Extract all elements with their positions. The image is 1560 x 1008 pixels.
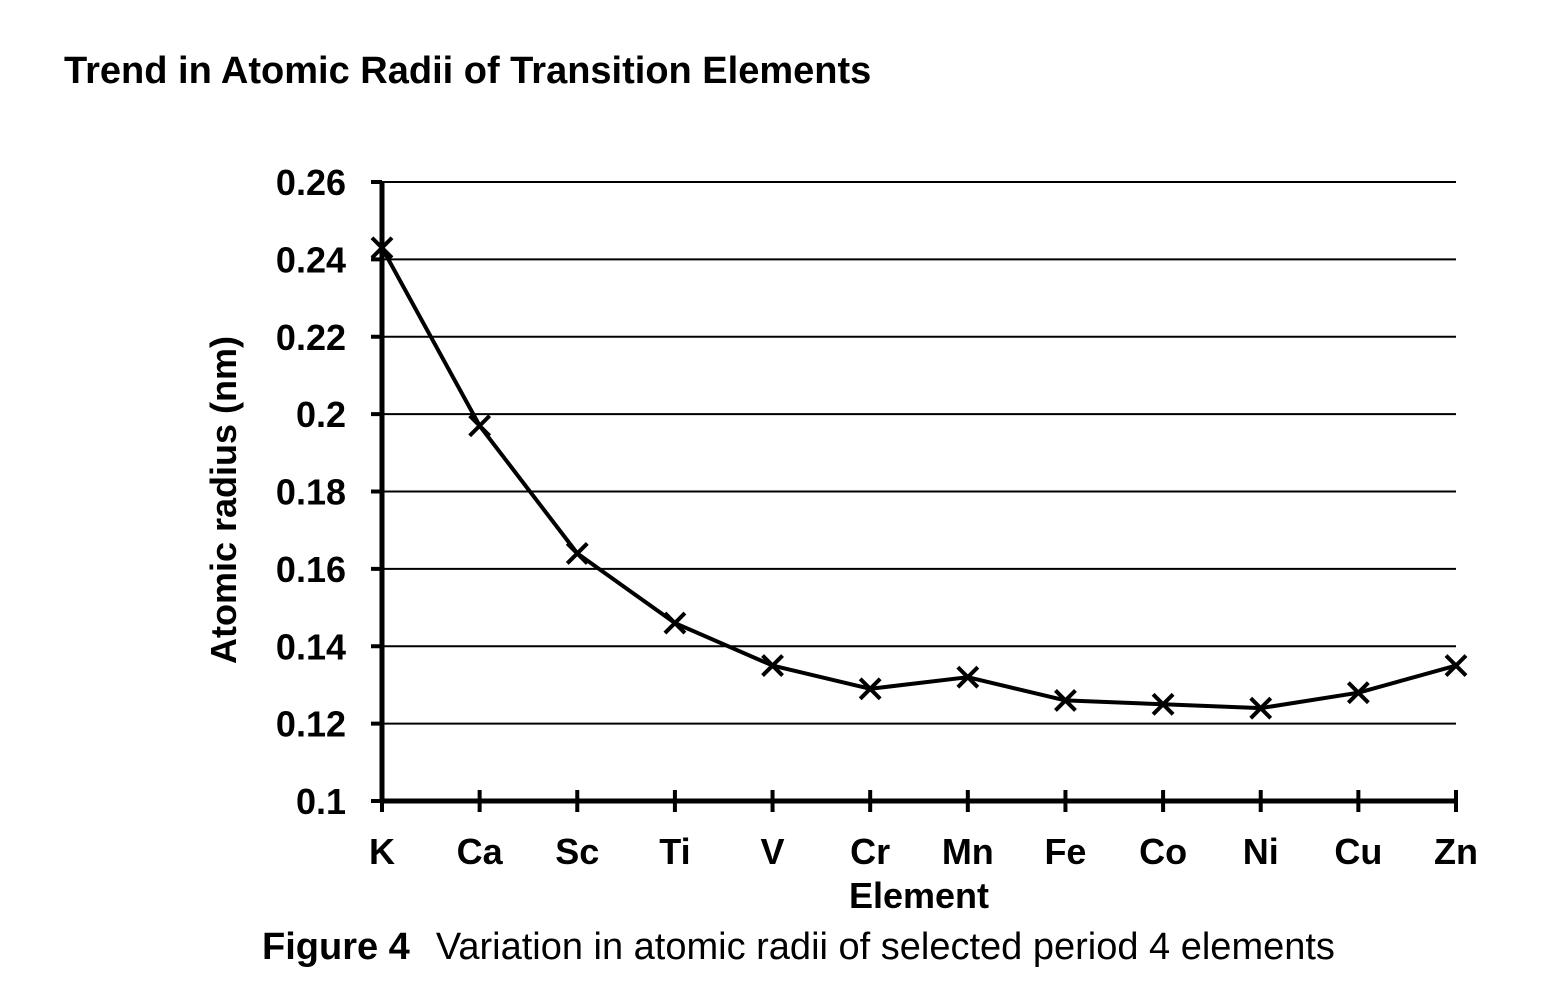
x-tick-label: K bbox=[369, 831, 395, 872]
x-axis-label: Element bbox=[849, 875, 989, 916]
x-tick-label: Ti bbox=[659, 831, 690, 872]
x-tick-label: Cu bbox=[1334, 831, 1382, 872]
x-axis-ticks: K Ca Sc Ti V Cr Mn Fe Co Ni Cu Zn bbox=[369, 790, 1478, 872]
y-tick-label: 0.16 bbox=[276, 549, 346, 590]
x-tick-label: Mn bbox=[942, 831, 994, 872]
x-marker-stroke bbox=[370, 236, 394, 260]
data-point-zn bbox=[1444, 654, 1468, 678]
x-tick-label: Cr bbox=[850, 831, 890, 872]
x-tick-label: Sc bbox=[555, 831, 599, 872]
series-line bbox=[380, 246, 1457, 711]
y-tick-label: 0.12 bbox=[276, 704, 346, 745]
y-tick-label: 0.18 bbox=[276, 472, 346, 513]
figure-number: Figure 4 bbox=[262, 926, 410, 968]
x-tick-label: Zn bbox=[1434, 831, 1478, 872]
x-marker-stroke bbox=[565, 541, 589, 565]
data-point-ni bbox=[1249, 696, 1273, 720]
data-point-ti bbox=[663, 611, 687, 635]
series-atomic-radius bbox=[370, 236, 1468, 720]
y-tick-label: 0.1 bbox=[296, 781, 346, 822]
data-point-cu bbox=[1346, 681, 1370, 705]
data-point-sc bbox=[565, 541, 589, 565]
data-point-mn bbox=[956, 665, 980, 689]
x-tick-label: V bbox=[761, 831, 785, 872]
y-tick-label: 0.2 bbox=[296, 394, 346, 435]
page-title: Trend in Atomic Radii of Transition Elem… bbox=[64, 50, 872, 92]
y-tick-label: 0.22 bbox=[276, 317, 346, 358]
x-marker-stroke bbox=[858, 677, 882, 701]
x-marker-stroke bbox=[1444, 654, 1468, 678]
x-marker-stroke bbox=[956, 665, 980, 689]
figure-caption-text: Variation in atomic radii of selected pe… bbox=[435, 926, 1335, 968]
gridlines bbox=[382, 181, 1456, 725]
data-point-cr bbox=[858, 677, 882, 701]
figure-caption: Figure 4 Variation in atomic radii of sel… bbox=[262, 926, 1335, 969]
y-tick-label: 0.14 bbox=[276, 626, 346, 667]
axes bbox=[379, 182, 1458, 804]
x-marker-stroke bbox=[1054, 688, 1077, 712]
data-point-ca bbox=[468, 414, 492, 438]
data-point-co bbox=[1151, 692, 1175, 716]
y-axis-ticks: 0.1 0.12 0.14 0.16 0.18 0.2 0.22 0.24 0.26 bbox=[276, 162, 382, 822]
y-tick-label: 0.26 bbox=[276, 162, 346, 203]
y-axis-label: Atomic radius (nm) bbox=[203, 336, 244, 664]
x-marker-stroke bbox=[761, 654, 784, 678]
y-tick-label: 0.24 bbox=[276, 239, 346, 280]
data-point-k bbox=[370, 236, 394, 260]
x-tick-label: Co bbox=[1139, 831, 1187, 872]
x-tick-label: Ca bbox=[457, 831, 504, 872]
x-marker-stroke bbox=[468, 414, 492, 438]
x-marker-stroke bbox=[1249, 696, 1273, 720]
x-tick-label: Ni bbox=[1243, 831, 1279, 872]
data-point-v bbox=[761, 654, 784, 678]
x-marker-stroke bbox=[1151, 692, 1175, 716]
x-tick-label: Fe bbox=[1044, 831, 1086, 872]
x-marker-stroke bbox=[1346, 681, 1370, 705]
x-marker-stroke bbox=[663, 611, 687, 635]
data-point-fe bbox=[1054, 688, 1077, 712]
